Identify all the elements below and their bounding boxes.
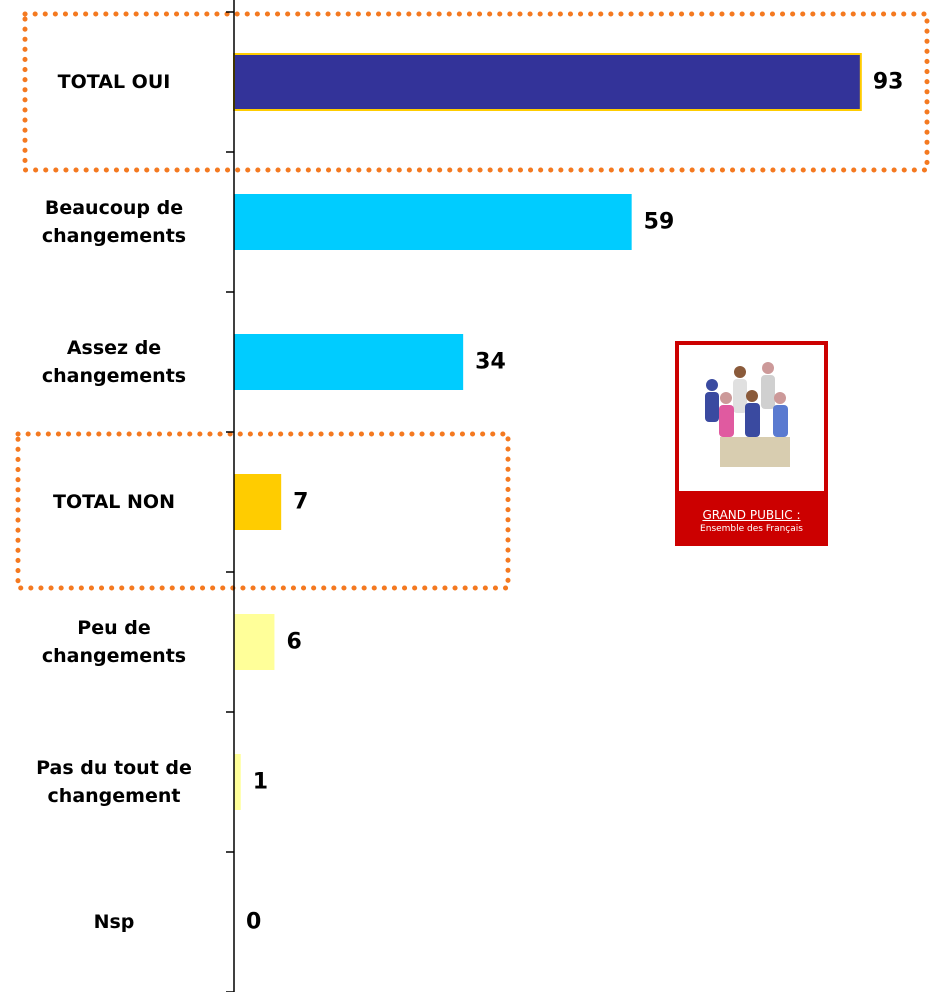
bar xyxy=(234,754,241,810)
category-label: Beaucoup de changements xyxy=(14,194,214,250)
value-label: 7 xyxy=(293,490,308,515)
bar xyxy=(234,334,463,390)
bar xyxy=(234,54,861,110)
value-label: 6 xyxy=(286,630,301,655)
value-label: 93 xyxy=(873,70,904,95)
category-label: Assez de changements xyxy=(14,334,214,390)
page: GRAND PUBLIC : Ensemble des Français TOT… xyxy=(0,0,934,992)
bar xyxy=(234,194,632,250)
category-label: Nsp xyxy=(14,908,214,936)
bar xyxy=(234,474,281,530)
value-label: 34 xyxy=(475,350,506,375)
badge-title: GRAND PUBLIC : xyxy=(675,508,828,522)
category-label: Pas du tout de changement xyxy=(14,754,214,810)
category-label: TOTAL NON xyxy=(14,488,214,516)
value-label: 0 xyxy=(246,910,261,935)
value-label: 59 xyxy=(644,210,675,235)
value-label: 1 xyxy=(253,770,268,795)
category-label: TOTAL OUI xyxy=(14,68,214,96)
category-label: Peu de changements xyxy=(14,614,214,670)
bar xyxy=(234,614,274,670)
badge-subtitle: Ensemble des Français xyxy=(675,524,828,534)
